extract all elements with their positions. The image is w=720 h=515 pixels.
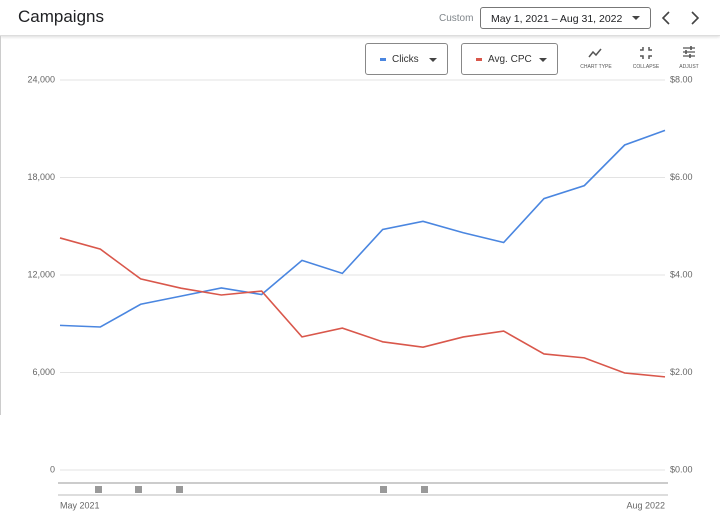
legend-label: Avg. CPC — [488, 54, 532, 65]
y-tick-label: 12,000 — [27, 269, 55, 279]
annotation-markers — [95, 486, 428, 493]
legend-swatch — [380, 58, 386, 61]
legend-label: Clicks — [392, 54, 419, 65]
y2-tick-label: $4.00 — [670, 269, 693, 279]
metric-dropdown[interactable]: Clicks — [365, 43, 448, 75]
icon-label: COLLAPSE — [632, 64, 660, 70]
y2-tick-label: $0.00 — [670, 464, 693, 474]
page-title: Campaigns — [18, 7, 104, 26]
x-tick-label: Aug 2022 — [626, 500, 665, 510]
header: Campaigns Custom May 1, 2021 – Aug 31, 2… — [0, 0, 720, 36]
y-tick-label: 18,000 — [27, 172, 55, 182]
y-tick-label: 6,000 — [32, 367, 55, 377]
y2-tick-label: $8.00 — [670, 74, 693, 84]
nav-arrows[interactable] — [658, 8, 708, 28]
collapse-icon[interactable] — [639, 46, 653, 60]
y-tick-label: 0 — [50, 464, 55, 474]
metric-dropdown[interactable]: Avg. CPC — [461, 43, 558, 75]
icon-label: CHART TYPE — [580, 64, 612, 70]
icon-label: ADJUST — [679, 64, 699, 70]
x-tick-label: May 2021 — [60, 500, 100, 510]
series-line — [59, 237, 666, 378]
date-range: May 1, 2021 – Aug 31, 2022 — [491, 13, 623, 25]
dropdown-arrow — [429, 58, 437, 66]
chart-type-icon[interactable] — [588, 46, 602, 60]
y2-tick-label: $6.00 — [670, 172, 693, 182]
adjust-icon[interactable] — [682, 45, 696, 59]
date-label: Custom — [439, 13, 474, 24]
y-tick-label: 24,000 — [27, 74, 55, 84]
dropdown-arrow — [632, 16, 640, 24]
dropdown-arrow — [539, 58, 547, 66]
legend-swatch — [476, 58, 482, 61]
date-range-picker[interactable]: May 1, 2021 – Aug 31, 2022 — [480, 7, 651, 29]
series-line — [59, 129, 666, 328]
y2-tick-label: $2.00 — [670, 367, 693, 377]
